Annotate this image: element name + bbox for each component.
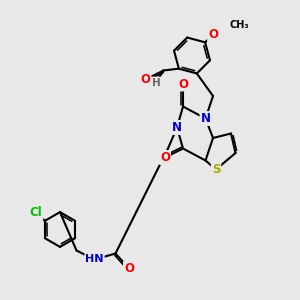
Text: CH₃: CH₃ xyxy=(230,20,249,31)
Text: O: O xyxy=(160,151,170,164)
Text: HN: HN xyxy=(85,254,104,265)
Text: O: O xyxy=(208,28,218,41)
Text: H: H xyxy=(152,77,160,88)
Text: O: O xyxy=(124,262,134,275)
Text: N: N xyxy=(200,112,211,125)
Text: Cl: Cl xyxy=(30,206,42,220)
Text: S: S xyxy=(212,163,220,176)
Text: N: N xyxy=(172,121,182,134)
Text: O: O xyxy=(140,73,151,86)
Text: O: O xyxy=(178,77,188,91)
